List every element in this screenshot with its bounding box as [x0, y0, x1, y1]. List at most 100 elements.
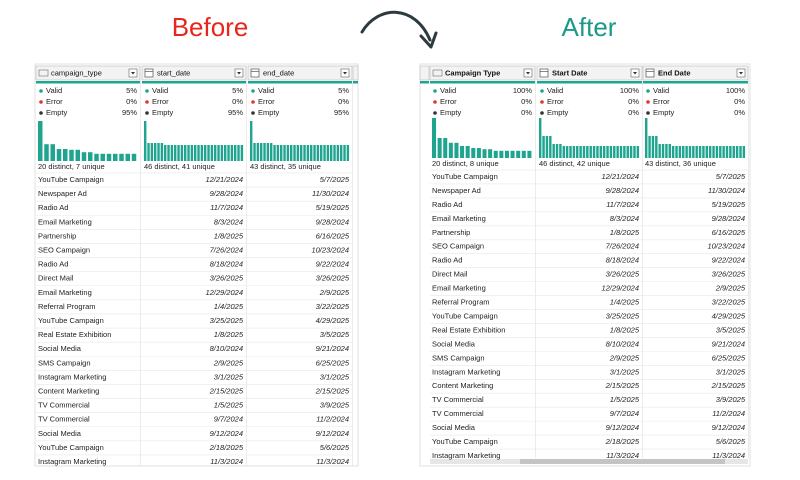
column-header: [536, 65, 643, 81]
status-dot: [251, 100, 255, 104]
status-dot: [145, 100, 149, 104]
distribution-bar: [214, 145, 217, 161]
distribution-bar: [668, 144, 671, 158]
cell-date: 9/12/2024: [606, 423, 639, 432]
cell-date: 4/29/2025: [316, 316, 350, 325]
distribution-bar: [636, 146, 640, 158]
distinct-count: 20 distinct, 8 unique: [432, 159, 499, 168]
status-dot: [145, 89, 149, 93]
cell-date: 8/3/2024: [610, 214, 639, 223]
dropdown-arrow: [526, 72, 530, 75]
distribution-bar: [460, 146, 465, 158]
distribution-bar: [471, 148, 476, 158]
distribution-bar: [234, 145, 237, 161]
profile-value: 0%: [521, 108, 532, 117]
distribution-bar: [465, 146, 470, 158]
distribution-bar: [589, 146, 592, 158]
status-dot: [646, 100, 650, 104]
distribution-bar: [559, 144, 562, 158]
distribution-bar: [180, 145, 184, 161]
distribution-bar: [230, 145, 234, 161]
cell-date: 5/7/2025: [716, 172, 746, 181]
header-underline: [142, 81, 246, 84]
cell-date: 5/19/2025: [316, 203, 350, 212]
distribution-bar: [682, 146, 685, 158]
distinct-count: 43 distinct, 35 unique: [250, 162, 321, 171]
profile-value: 100%: [620, 86, 640, 95]
cell-date: 9/12/2024: [316, 429, 349, 438]
distribution-bar: [300, 145, 303, 161]
cell-date: 6/16/2025: [316, 231, 350, 240]
profile-value: 0%: [338, 97, 349, 106]
profile-label: Valid: [547, 86, 563, 95]
cell-text: Email Marketing: [432, 214, 486, 223]
distribution-bar: [157, 143, 160, 161]
distribution-bar: [276, 145, 280, 161]
cell-date: 9/7/2024: [214, 415, 243, 424]
cell-date: 7/26/2024: [210, 245, 243, 254]
cell-date: 1/8/2025: [214, 330, 244, 339]
status-dot: [39, 89, 43, 93]
distribution-bar: [678, 146, 682, 158]
cell-text: Direct Mail: [432, 270, 468, 279]
cell-date: 3/9/2025: [716, 395, 746, 404]
distribution-bar: [582, 146, 586, 158]
cell-date: 11/3/2024: [316, 457, 349, 466]
distribution-bar: [579, 146, 582, 158]
distribution-bar: [626, 146, 629, 158]
column-name: end_date: [263, 68, 294, 77]
distribution-bar: [160, 143, 164, 161]
cell-date: 9/28/2024: [712, 214, 745, 223]
distribution-bar: [336, 145, 340, 161]
distribution-bar: [542, 136, 545, 158]
distribution-bar: [688, 146, 692, 158]
distribution-bar: [527, 150, 532, 158]
distribution-bar: [197, 145, 200, 161]
profile-label: Error: [258, 97, 275, 106]
profile-value: 95%: [334, 108, 349, 117]
profile-label: Valid: [653, 86, 669, 95]
cell-date: 8/10/2024: [210, 344, 243, 353]
cell-date: 5/7/2025: [320, 175, 350, 184]
cell-text: Content Marketing: [432, 381, 493, 390]
cell-text: Social Media: [432, 423, 476, 432]
cell-date: 1/4/2025: [214, 302, 244, 311]
distribution-bar: [596, 146, 599, 158]
distribution-bar: [437, 138, 442, 158]
cell-date: 12/21/2024: [601, 172, 639, 181]
distribution-bar: [94, 153, 99, 161]
cell-date: 5/19/2025: [712, 200, 746, 209]
status-dot: [646, 111, 650, 115]
distribution-bar: [50, 144, 55, 161]
distribution-bar: [150, 143, 154, 161]
profile-value: 100%: [513, 86, 533, 95]
cell-text: Instagram Marketing: [38, 457, 106, 466]
profile-label: Error: [152, 97, 169, 106]
partial-header: [352, 65, 359, 81]
profile-value: 100%: [726, 86, 746, 95]
cell-text: Partnership: [432, 228, 470, 237]
profile-value: 5%: [232, 86, 243, 95]
distribution-bar: [330, 145, 333, 161]
distribution-bar: [177, 145, 180, 161]
cell-text: Real Estate Exhibition: [432, 325, 505, 334]
distribution-bar: [320, 145, 323, 161]
column-name: start_date: [157, 68, 190, 77]
cell-date: 1/8/2025: [610, 228, 640, 237]
distribution-bar: [499, 150, 504, 158]
cell-date: 9/12/2024: [210, 429, 243, 438]
dropdown-arrow: [237, 72, 241, 75]
distribution-bar: [224, 145, 227, 161]
cell-date: 3/5/2025: [320, 330, 350, 339]
profile-label: Empty: [258, 108, 280, 117]
distribution-bar: [549, 136, 552, 158]
column-name: Campaign Type: [445, 68, 500, 77]
cell-text: Radio Ad: [38, 203, 68, 212]
cell-date: 3/1/2025: [610, 367, 640, 376]
header-underline: [248, 81, 352, 84]
cell-date: 3/22/2025: [712, 298, 746, 307]
cell-date: 3/26/2025: [606, 270, 640, 279]
arrow-head: [419, 31, 438, 49]
distribution-bar: [555, 144, 559, 158]
